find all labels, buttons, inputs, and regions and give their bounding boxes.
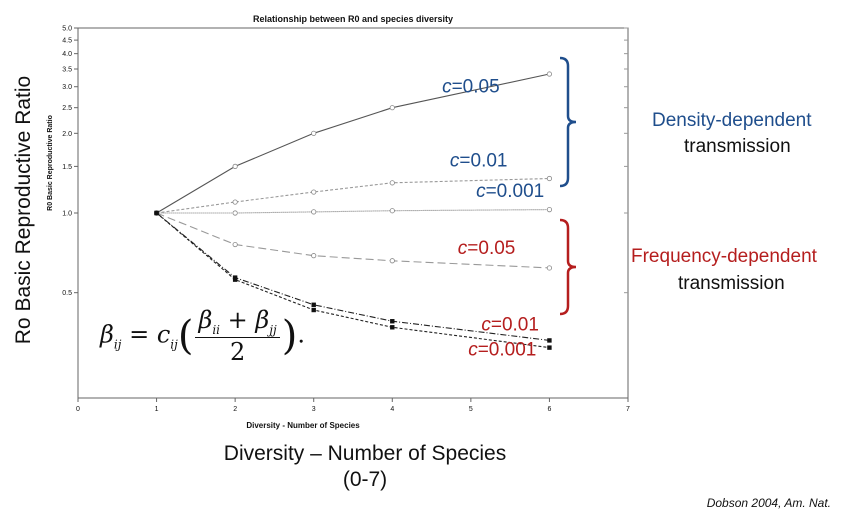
series-label: c=0.01 xyxy=(450,150,508,171)
density-dependent-title: Density-dependent xyxy=(652,110,812,131)
data-point xyxy=(232,210,238,216)
outer-x-axis-label: Diversity – Number of Species (0-7) xyxy=(224,441,506,493)
formula-fraction: βii + βjj 2 xyxy=(195,306,280,366)
data-point xyxy=(390,325,395,330)
citation: Dobson 2004, Am. Nat. xyxy=(706,496,831,510)
data-point xyxy=(311,189,317,195)
formula-close-paren: ) xyxy=(281,313,298,359)
series-label: c=0.001 xyxy=(468,339,536,360)
formula-c: c xyxy=(156,320,171,349)
data-point xyxy=(546,71,553,77)
y-tick-label: 0.5 xyxy=(62,290,72,297)
x-tick-label: 6 xyxy=(547,406,551,413)
formula-equals: = xyxy=(129,320,150,349)
data-point xyxy=(311,130,317,136)
series-label: c=0.05 xyxy=(458,238,516,259)
y-tick-label: 4.0 xyxy=(62,51,72,58)
x-tick-label: 2 xyxy=(233,406,237,413)
data-point xyxy=(232,199,238,205)
data-point xyxy=(390,319,395,324)
data-point xyxy=(546,207,553,213)
data-point xyxy=(232,277,238,282)
y-tick-label: 4.5 xyxy=(62,38,72,45)
x-tick-label: 7 xyxy=(626,406,630,413)
formula-beta-subscript: ij xyxy=(113,337,122,352)
series-line-density-2 xyxy=(156,209,550,214)
series-label: c=0.01 xyxy=(481,314,539,335)
y-tick-label: 2.0 xyxy=(62,131,72,138)
y-tick-label: 3.0 xyxy=(62,84,72,91)
formula-denominator: 2 xyxy=(229,338,246,366)
x-tick-label: 0 xyxy=(76,406,80,413)
data-point xyxy=(311,253,317,259)
x-tick-label: 4 xyxy=(390,406,394,413)
formula-period: . xyxy=(297,320,305,349)
data-point xyxy=(389,208,395,214)
data-point xyxy=(389,258,395,264)
data-point xyxy=(232,163,238,169)
x-tick-label: 1 xyxy=(155,406,159,413)
series-label: c=0.001 xyxy=(476,181,544,202)
formula-jj-subscript: jj xyxy=(269,323,277,337)
formula-numerator: βii + βjj xyxy=(195,306,280,338)
density-brace xyxy=(559,56,577,188)
formula-plus: + xyxy=(227,306,248,334)
formula-c-subscript: ij xyxy=(170,337,178,352)
y-axis-label: R0 Basic Reproductive Ratio xyxy=(47,115,54,211)
data-point xyxy=(546,175,553,182)
frequency-dependent-title: Frequency-dependent xyxy=(631,246,817,267)
y-tick-label: 1.5 xyxy=(62,164,72,171)
formula-open-paren: ( xyxy=(177,313,194,359)
data-point xyxy=(311,307,316,313)
formula-beta-ii: β xyxy=(198,306,213,334)
data-point xyxy=(311,302,316,307)
formula-beta-jj: β xyxy=(255,306,270,334)
data-point xyxy=(232,241,238,248)
frequency-dependent-subtitle: transmission xyxy=(678,273,785,294)
outer-x-axis-label-line2: (0-7) xyxy=(342,468,388,491)
formula-beta: β xyxy=(100,320,114,349)
chart-title: Relationship between R0 and species dive… xyxy=(253,14,453,24)
data-point xyxy=(546,265,553,271)
y-tick-label: 2.5 xyxy=(62,105,72,112)
data-point xyxy=(389,105,395,111)
y-tick-label: 1.0 xyxy=(62,211,72,218)
density-dependent-subtitle: transmission xyxy=(684,136,791,157)
outer-x-axis-label-line1: Diversity – Number of Species xyxy=(223,442,507,465)
x-axis-label: Diversity - Number of Species xyxy=(246,421,360,430)
frequency-brace xyxy=(559,218,577,316)
series-label: c=0.05 xyxy=(442,77,500,98)
data-point xyxy=(547,345,552,350)
transmission-formula: βij = cij(βii + βjj 2). xyxy=(100,306,305,366)
data-point xyxy=(154,210,159,216)
y-tick-label: 3.5 xyxy=(62,66,72,73)
data-point xyxy=(311,209,317,215)
x-tick-label: 3 xyxy=(312,406,316,413)
formula-ii-subscript: ii xyxy=(212,323,221,337)
outer-y-axis-label: Ro Basic Reproductive Ratio xyxy=(12,75,35,345)
x-tick-label: 5 xyxy=(469,406,473,413)
data-point xyxy=(389,180,395,186)
data-point xyxy=(547,338,552,343)
series-line-density-1 xyxy=(156,177,550,214)
y-tick-label: 5.0 xyxy=(62,26,72,33)
